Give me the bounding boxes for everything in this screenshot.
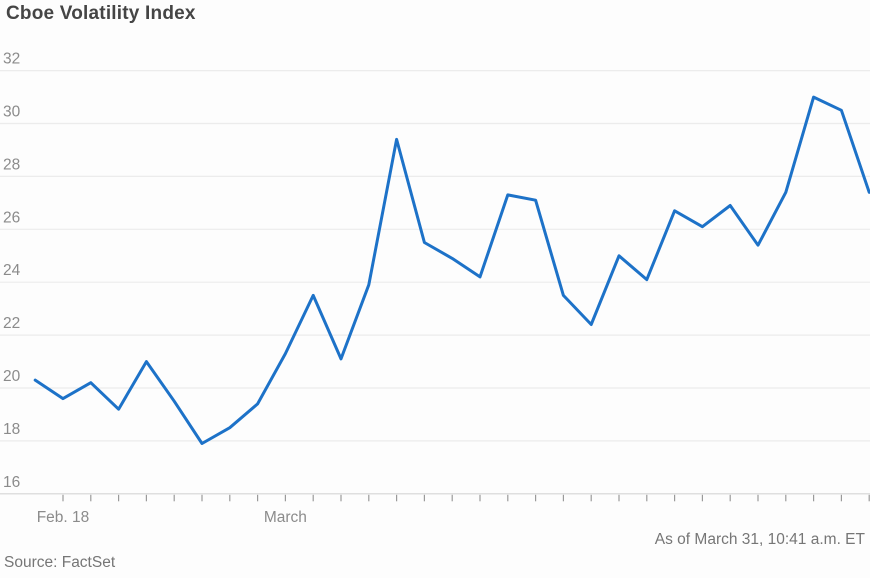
y-tick-label: 30: [3, 104, 21, 121]
y-tick-label: 32: [3, 51, 20, 68]
x-tick-label: Feb. 18: [37, 509, 90, 526]
y-tick-label: 20: [3, 368, 21, 385]
vix-line-series: [33, 95, 870, 445]
y-tick-label: 26: [3, 209, 20, 226]
x-tick-label: March: [264, 509, 307, 526]
y-tick-label: 24: [3, 262, 21, 279]
y-tick-label: 16: [3, 474, 20, 491]
y-tick-label: 18: [3, 421, 20, 438]
source-attribution: Source: FactSet: [4, 554, 116, 571]
y-tick-label: 22: [3, 315, 20, 332]
chart-title: Cboe Volatility Index: [6, 3, 196, 24]
as-of-timestamp: As of March 31, 10:41 a.m. ET: [654, 531, 865, 548]
y-tick-label: 28: [3, 156, 20, 173]
